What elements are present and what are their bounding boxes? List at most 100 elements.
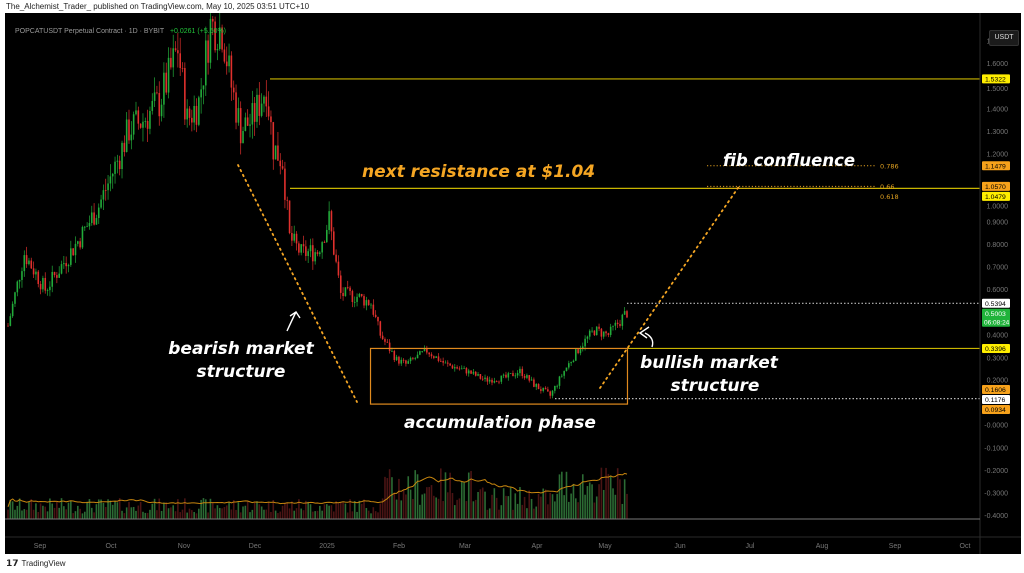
price-tick-label: 1.3000 [987, 129, 1009, 136]
volume-bar [274, 510, 277, 519]
price-axis[interactable]: 1.70001.60001.50001.40001.30001.20001.00… [984, 39, 1008, 521]
volume-bar [516, 503, 519, 519]
volume-layer [7, 467, 628, 519]
candle-body [198, 97, 200, 125]
candle-body [600, 328, 603, 337]
volume-bar [484, 491, 486, 519]
volume-bar [440, 468, 442, 519]
time-tick-label: Nov [178, 543, 191, 550]
volume-bar [32, 509, 35, 519]
candle-body [581, 346, 584, 350]
candle-body [507, 373, 510, 378]
candle-body [337, 261, 340, 276]
volume-bar [547, 504, 549, 519]
price-label-text: 0.5003 [985, 311, 1006, 318]
candle-body [156, 92, 158, 94]
price-tick-label: 1.0000 [987, 203, 1009, 210]
price-label-badge [982, 308, 1010, 327]
chart-area[interactable]: POPCATUSDT Perpetual Contract · 1D · BYB… [5, 13, 1021, 554]
candle-body [67, 264, 70, 267]
price-tick-label: 0.2000 [987, 378, 1009, 385]
candle-body [458, 368, 461, 370]
volume-bar [463, 482, 465, 519]
candle-body [460, 368, 463, 370]
volume-bar [74, 511, 77, 519]
volume-bar [349, 499, 351, 519]
candle-body [279, 160, 282, 167]
candle-body [358, 293, 361, 297]
candle-body [158, 92, 161, 117]
candle-body [619, 324, 621, 326]
time-axis[interactable]: Sep Oct Nov Dec 2025 Feb Mar Apr May Jun Jul Aug Sep… [34, 543, 971, 550]
volume-bar [93, 512, 95, 519]
fib-ratio-label: 0.66 [880, 183, 894, 191]
candle-body [453, 367, 456, 369]
price-label-badge [982, 181, 1010, 191]
candle-body [321, 242, 323, 253]
candle-body [386, 341, 389, 343]
volume-bar [258, 504, 261, 519]
volume-bar [46, 511, 49, 519]
price-label-badge [982, 385, 1010, 394]
candle-body [44, 277, 47, 291]
candle-body [70, 248, 72, 265]
volume-bar [526, 508, 528, 519]
candle-body [258, 94, 261, 116]
volume-bar [21, 510, 23, 519]
volume-bar [588, 482, 591, 519]
volume-bar [256, 501, 258, 519]
volume-bar [228, 502, 230, 519]
candle-body [381, 335, 384, 340]
volume-bar [186, 512, 188, 519]
volume-bar [149, 509, 151, 519]
candle-body [37, 271, 40, 284]
volume-bar [500, 505, 503, 519]
candle-body [447, 362, 449, 364]
price-tick-label: -0.1000 [984, 445, 1008, 452]
volume-bar [535, 506, 538, 519]
time-tick-label: 2025 [319, 543, 335, 550]
volume-bar [309, 504, 312, 519]
candle-body [621, 314, 624, 326]
candle-body [477, 374, 479, 376]
candle-body [51, 271, 54, 287]
candle-body [412, 357, 414, 359]
candle-body [535, 383, 538, 387]
candle-body [239, 108, 242, 144]
volume-bar [160, 510, 163, 519]
candle-body [7, 325, 9, 327]
candle-body [107, 183, 109, 191]
candle-body [188, 108, 191, 118]
volume-bar [216, 505, 219, 519]
candle-body [74, 243, 77, 256]
candle-body [160, 104, 163, 117]
candle-body [118, 160, 121, 170]
volume-bar [453, 505, 456, 519]
candle-body [312, 245, 314, 262]
candle-body [288, 200, 291, 234]
candle-body [223, 49, 226, 62]
candle-body [398, 356, 400, 364]
volume-bar [123, 513, 126, 519]
volume-bar [491, 494, 493, 519]
candle-body [353, 301, 356, 303]
candle-body [123, 142, 126, 152]
candle-body [265, 96, 268, 107]
candle-body [488, 379, 491, 382]
volume-bar [118, 498, 121, 519]
volume-bar [232, 500, 235, 519]
currency-button[interactable]: USDT [989, 30, 1019, 46]
candle-body [116, 160, 119, 162]
volume-bar [239, 512, 242, 519]
candle-body [21, 271, 23, 280]
volume-bar [142, 511, 144, 519]
volume-bar [109, 500, 112, 519]
price-label-badge [982, 343, 1010, 353]
price-label-badge [982, 405, 1010, 414]
candle-body [388, 342, 391, 352]
volume-bar [602, 489, 605, 519]
candle-body [253, 103, 256, 122]
volume-bar [488, 508, 491, 519]
candle-body [207, 40, 209, 63]
